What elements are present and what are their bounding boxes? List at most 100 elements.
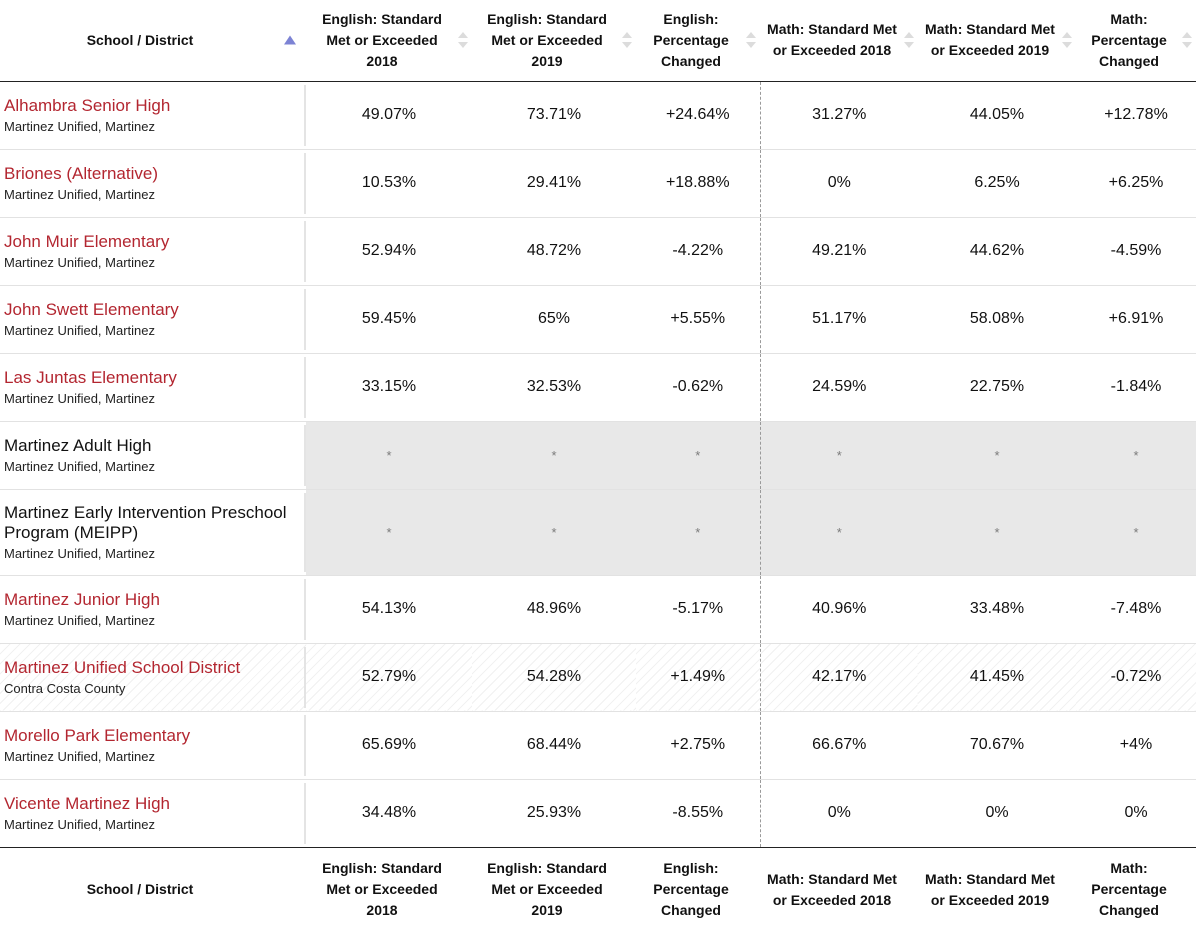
- school-link[interactable]: John Swett Elementary: [4, 299, 179, 319]
- math-2019-value: 0%: [918, 779, 1076, 848]
- math-change-value: -1.84%: [1076, 353, 1196, 422]
- math-2019-value: 44.05%: [918, 81, 1076, 150]
- school-location: Martinez Unified, Martinez: [4, 458, 155, 474]
- school-location: Martinez Unified, Martinez: [4, 612, 155, 628]
- table-row: John Muir Elementary Martinez Unified, M…: [0, 217, 1196, 286]
- english-change-value: +5.55%: [636, 285, 760, 354]
- math-2018-value: 42.17%: [759, 643, 918, 712]
- school-link[interactable]: John Muir Elementary: [4, 231, 170, 251]
- english-2018-value: *: [306, 421, 472, 490]
- district-row: Martinez Unified School District Contra …: [0, 643, 1196, 712]
- sort-toggle-icon[interactable]: [622, 31, 632, 49]
- school-location: Martinez Unified, Martinez: [4, 118, 155, 134]
- math-change-value: 0%: [1076, 779, 1196, 848]
- english-change-value: -0.62%: [636, 353, 760, 422]
- footer-header-english-2018: English: Standard Met or Exceeded 2018: [322, 860, 442, 919]
- district-link[interactable]: Martinez Unified School District: [4, 657, 241, 677]
- sort-toggle-icon[interactable]: [458, 31, 468, 49]
- column-header-math-2019[interactable]: Math: Standard Met or Exceeded 2019: [918, 0, 1076, 82]
- sort-ascending-icon[interactable]: [284, 35, 296, 45]
- english-2018-value: 54.13%: [306, 575, 472, 644]
- school-cell: Martinez Early Intervention Preschool Pr…: [0, 489, 306, 576]
- district-cell: Martinez Unified School District Contra …: [0, 643, 306, 712]
- sort-toggle-icon[interactable]: [746, 31, 756, 49]
- column-header-label: Math: Percentage Changed: [1091, 10, 1167, 69]
- math-2019-value: 58.08%: [918, 285, 1076, 354]
- column-header-label: English: Standard Met or Exceeded 2019: [487, 10, 607, 69]
- english-2018-value: 10.53%: [306, 149, 472, 218]
- math-2018-value: 0%: [759, 779, 918, 848]
- header-row: School / District English: Standard Met …: [0, 0, 1196, 82]
- math-change-value: *: [1076, 489, 1196, 576]
- column-header-label: School / District: [86, 31, 194, 48]
- english-2018-value: 52.79%: [306, 643, 472, 712]
- english-2019-value: 48.96%: [472, 575, 636, 644]
- sort-toggle-icon[interactable]: [1182, 31, 1192, 49]
- table-row: Vicente Martinez High Martinez Unified, …: [0, 779, 1196, 848]
- sort-toggle-icon[interactable]: [904, 31, 914, 49]
- column-header-label: English: Percentage Changed: [653, 10, 729, 69]
- math-2018-value: *: [759, 489, 918, 576]
- column-header-label: Math: Standard Met or Exceeded 2018: [767, 21, 897, 59]
- math-2018-value: 66.67%: [759, 711, 918, 780]
- table-footer: School / District English: Standard Met …: [0, 847, 1196, 928]
- english-change-value: -5.17%: [636, 575, 760, 644]
- column-header-math-change[interactable]: Math: Percentage Changed: [1076, 0, 1196, 82]
- column-header-math-2018[interactable]: Math: Standard Met or Exceeded 2018: [760, 0, 918, 82]
- sort-toggle-icon[interactable]: [1062, 31, 1072, 49]
- school-name: Martinez Early Intervention Preschool Pr…: [4, 502, 287, 542]
- english-2019-value: *: [472, 421, 636, 490]
- school-link[interactable]: Las Juntas Elementary: [4, 367, 177, 387]
- school-name: Martinez Adult High: [4, 435, 152, 455]
- school-link[interactable]: Morello Park Elementary: [4, 725, 191, 745]
- math-2019-value: 22.75%: [918, 353, 1076, 422]
- english-2019-value: 29.41%: [472, 149, 636, 218]
- english-2018-value: 52.94%: [306, 217, 472, 286]
- table-row: Martinez Adult High Martinez Unified, Ma…: [0, 421, 1196, 490]
- math-change-value: +6.25%: [1076, 149, 1196, 218]
- english-change-value: +18.88%: [636, 149, 760, 218]
- english-change-value: -4.22%: [636, 217, 760, 286]
- column-header-english-2018[interactable]: English: Standard Met or Exceeded 2018: [306, 0, 472, 82]
- school-location: Martinez Unified, Martinez: [4, 545, 155, 561]
- footer-header-math-2019: Math: Standard Met or Exceeded 2019: [925, 870, 1055, 908]
- school-cell: Alhambra Senior High Martinez Unified, M…: [0, 81, 306, 150]
- math-change-value: +6.91%: [1076, 285, 1196, 354]
- column-header-english-2019[interactable]: English: Standard Met or Exceeded 2019: [472, 0, 636, 82]
- school-location: Martinez Unified, Martinez: [4, 322, 155, 338]
- school-link[interactable]: Alhambra Senior High: [4, 95, 171, 115]
- table-row: Las Juntas Elementary Martinez Unified, …: [0, 353, 1196, 422]
- table-row: Martinez Early Intervention Preschool Pr…: [0, 489, 1196, 576]
- table-row: John Swett Elementary Martinez Unified, …: [0, 285, 1196, 354]
- school-location: Martinez Unified, Martinez: [4, 748, 155, 764]
- english-2018-value: *: [306, 489, 472, 576]
- english-2019-value: 54.28%: [472, 643, 636, 712]
- school-link[interactable]: Martinez Junior High: [4, 589, 160, 609]
- math-2018-value: 0%: [759, 149, 918, 218]
- english-change-value: +2.75%: [636, 711, 760, 780]
- math-change-value: *: [1076, 421, 1196, 490]
- column-header-english-change[interactable]: English: Percentage Changed: [636, 0, 760, 82]
- school-location: Martinez Unified, Martinez: [4, 390, 155, 406]
- math-2019-value: 6.25%: [918, 149, 1076, 218]
- math-2018-value: 51.17%: [759, 285, 918, 354]
- math-2019-value: 44.62%: [918, 217, 1076, 286]
- school-link[interactable]: Vicente Martinez High: [4, 793, 170, 813]
- english-change-value: +24.64%: [636, 81, 760, 150]
- math-change-value: -0.72%: [1076, 643, 1196, 712]
- table-row: Alhambra Senior High Martinez Unified, M…: [0, 81, 1196, 150]
- school-location: Martinez Unified, Martinez: [4, 186, 155, 202]
- school-cell: Las Juntas Elementary Martinez Unified, …: [0, 353, 306, 422]
- math-2018-value: 49.21%: [759, 217, 918, 286]
- english-change-value: +1.49%: [636, 643, 760, 712]
- school-link[interactable]: Briones (Alternative): [4, 163, 159, 183]
- school-location: Martinez Unified, Martinez: [4, 254, 155, 270]
- district-location: Contra Costa County: [4, 680, 126, 696]
- english-2019-value: 32.53%: [472, 353, 636, 422]
- school-cell: Vicente Martinez High Martinez Unified, …: [0, 779, 306, 848]
- english-2019-value: 65%: [472, 285, 636, 354]
- school-cell: Morello Park Elementary Martinez Unified…: [0, 711, 306, 780]
- school-cell: John Swett Elementary Martinez Unified, …: [0, 285, 306, 354]
- column-header-school-district[interactable]: School / District: [0, 0, 306, 82]
